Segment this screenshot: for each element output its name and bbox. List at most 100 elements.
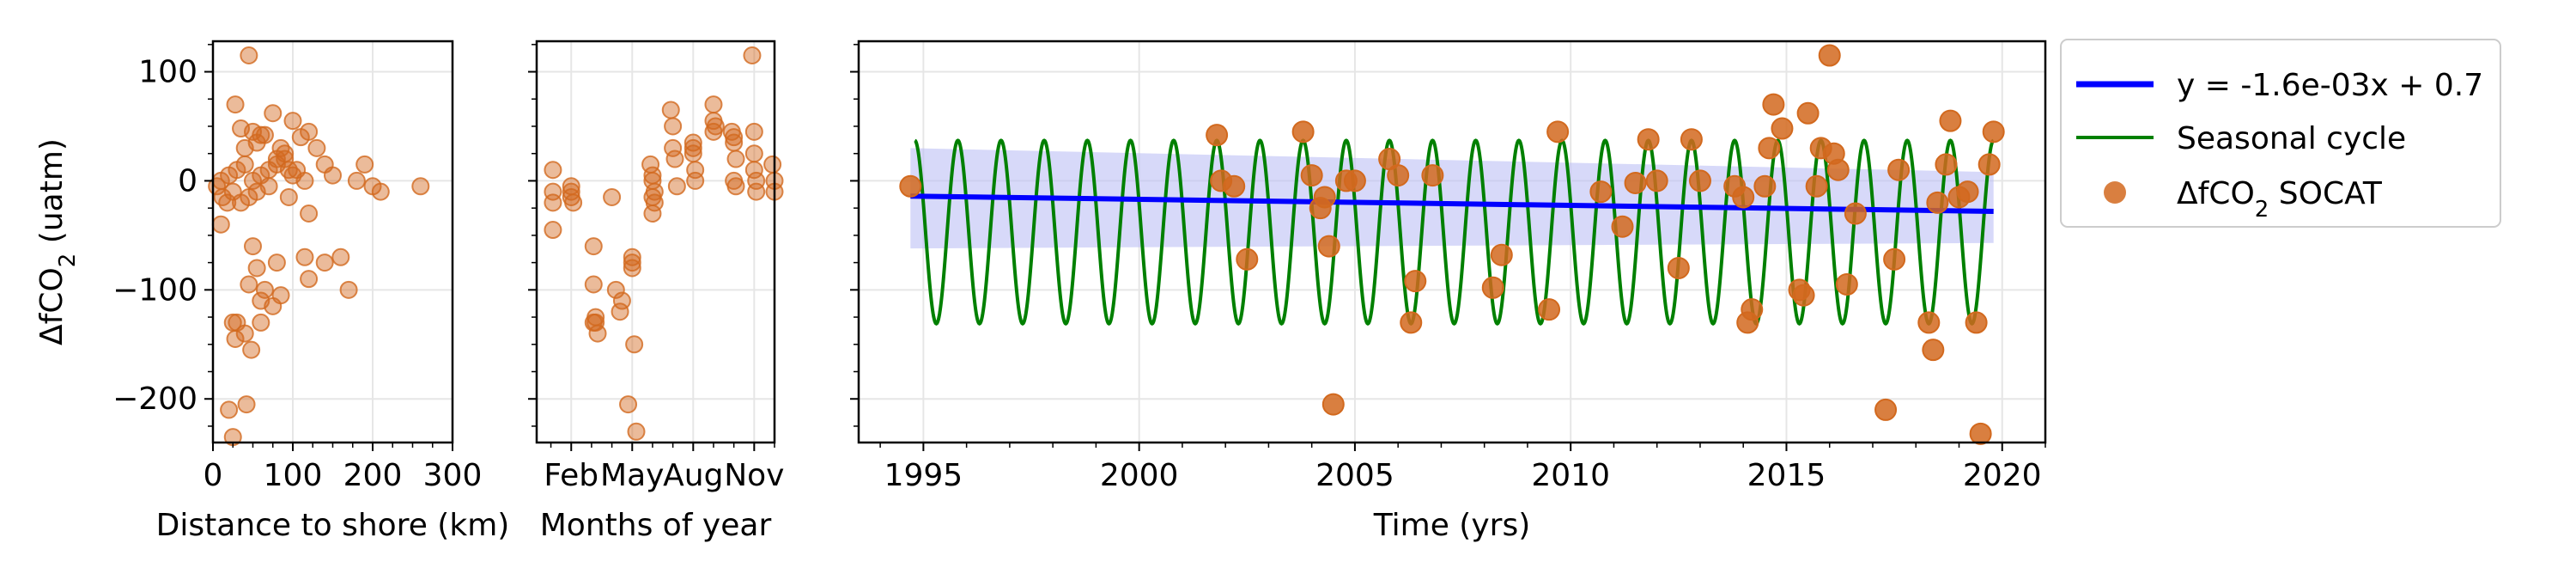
data-point xyxy=(725,133,744,152)
socat-point xyxy=(1805,174,1828,198)
socat-point xyxy=(1404,270,1427,293)
data-point xyxy=(623,259,641,278)
socat-point xyxy=(899,174,922,198)
socat-point xyxy=(1421,164,1444,187)
xtick-label: 300 xyxy=(423,458,483,493)
data-point xyxy=(411,177,430,196)
socat-point xyxy=(1624,171,1647,194)
data-point xyxy=(704,95,723,114)
socat-point xyxy=(1887,158,1911,181)
panel-time: 1995 2000 2005 2010 2015 2020 Time (yrs) xyxy=(850,40,2047,543)
socat-point xyxy=(1762,93,1785,116)
panel-months-frame xyxy=(535,40,776,444)
data-point xyxy=(744,161,763,180)
socat-point xyxy=(1637,128,1660,151)
socat-point xyxy=(1343,169,1366,192)
panel-time-frame xyxy=(857,40,2047,444)
data-point xyxy=(665,150,684,168)
socat-point xyxy=(1978,153,2001,176)
ytick-label: −200 xyxy=(112,382,197,417)
legend-socat-label: ΔfCO2 SOCAT xyxy=(2177,176,2383,223)
data-point xyxy=(291,128,310,147)
panel-time-xlabel: Time (yrs) xyxy=(1373,508,1531,543)
data-point xyxy=(664,117,683,136)
data-point xyxy=(237,395,256,414)
data-point xyxy=(307,138,326,157)
data-point xyxy=(279,187,298,206)
socat-points xyxy=(899,44,2005,445)
socat-point xyxy=(1818,44,1841,67)
xtick-label: 200 xyxy=(343,458,403,493)
socat-point xyxy=(1917,311,1941,334)
socat-point xyxy=(1732,186,1755,209)
socat-point xyxy=(1667,256,1690,279)
data-point xyxy=(300,270,319,289)
data-point xyxy=(743,46,762,64)
data-point xyxy=(564,193,583,212)
data-point xyxy=(683,138,702,157)
data-point xyxy=(725,128,744,147)
data-point xyxy=(686,171,705,190)
data-point xyxy=(763,155,782,174)
data-point xyxy=(544,161,562,180)
xtick-label: 1995 xyxy=(884,458,963,493)
data-point xyxy=(240,275,258,294)
ytick-label: 0 xyxy=(178,163,197,198)
data-point xyxy=(226,95,245,114)
data-point xyxy=(331,247,350,266)
socat-point xyxy=(1387,164,1410,187)
legend-trend-label: y = -1.6e-03x + 0.7 xyxy=(2177,68,2483,103)
data-point xyxy=(606,280,625,299)
socat-point xyxy=(1835,272,1858,296)
data-point xyxy=(744,144,763,163)
socat-point xyxy=(1965,311,1988,334)
data-point xyxy=(226,329,245,348)
socat-point xyxy=(1236,247,1259,271)
socat-point xyxy=(1969,422,1992,445)
socat-point xyxy=(1741,298,1764,321)
data-point xyxy=(347,171,366,190)
socat-point xyxy=(1883,247,1906,271)
data-point xyxy=(661,101,680,119)
xtick-label: May xyxy=(600,458,664,493)
panel-months-xlabel: Months of year xyxy=(540,508,772,543)
socat-point xyxy=(1753,174,1777,198)
data-point xyxy=(726,150,745,168)
data-point xyxy=(324,166,342,185)
data-point xyxy=(744,122,763,141)
xtick-label: Nov xyxy=(724,458,784,493)
data-point xyxy=(339,280,358,299)
data-point xyxy=(623,253,641,272)
socat-point xyxy=(1939,109,1962,132)
data-point xyxy=(747,182,766,201)
socat-point xyxy=(1317,235,1340,258)
data-point xyxy=(267,253,286,272)
socat-point xyxy=(1922,339,1945,362)
trend-line xyxy=(910,193,1994,214)
panel-distance-ylabel: ΔfCO2 (uatm) xyxy=(34,138,81,345)
xtick-label: Feb xyxy=(544,458,598,493)
socat-point xyxy=(1874,398,1898,421)
socat-point xyxy=(1688,169,1711,192)
panel-time-ticks: 1995 2000 2005 2010 2015 2020 xyxy=(850,44,2046,493)
data-point xyxy=(295,171,314,190)
socat-point xyxy=(1546,120,1570,143)
data-point xyxy=(300,205,319,223)
legend-socat-swatch xyxy=(2104,181,2126,204)
data-point xyxy=(667,177,686,196)
data-point xyxy=(242,340,261,359)
data-point xyxy=(252,291,270,310)
data-point xyxy=(315,253,334,272)
panel-months-grid xyxy=(537,41,775,443)
data-point xyxy=(664,138,683,157)
data-point xyxy=(276,150,295,168)
socat-point xyxy=(1300,164,1323,187)
data-point xyxy=(259,177,278,196)
data-point xyxy=(264,104,283,123)
data-point xyxy=(612,291,631,310)
socat-point xyxy=(1935,153,1958,176)
panel-months-points xyxy=(544,46,784,441)
socat-point xyxy=(1956,180,1979,204)
socat-point xyxy=(1321,393,1345,416)
